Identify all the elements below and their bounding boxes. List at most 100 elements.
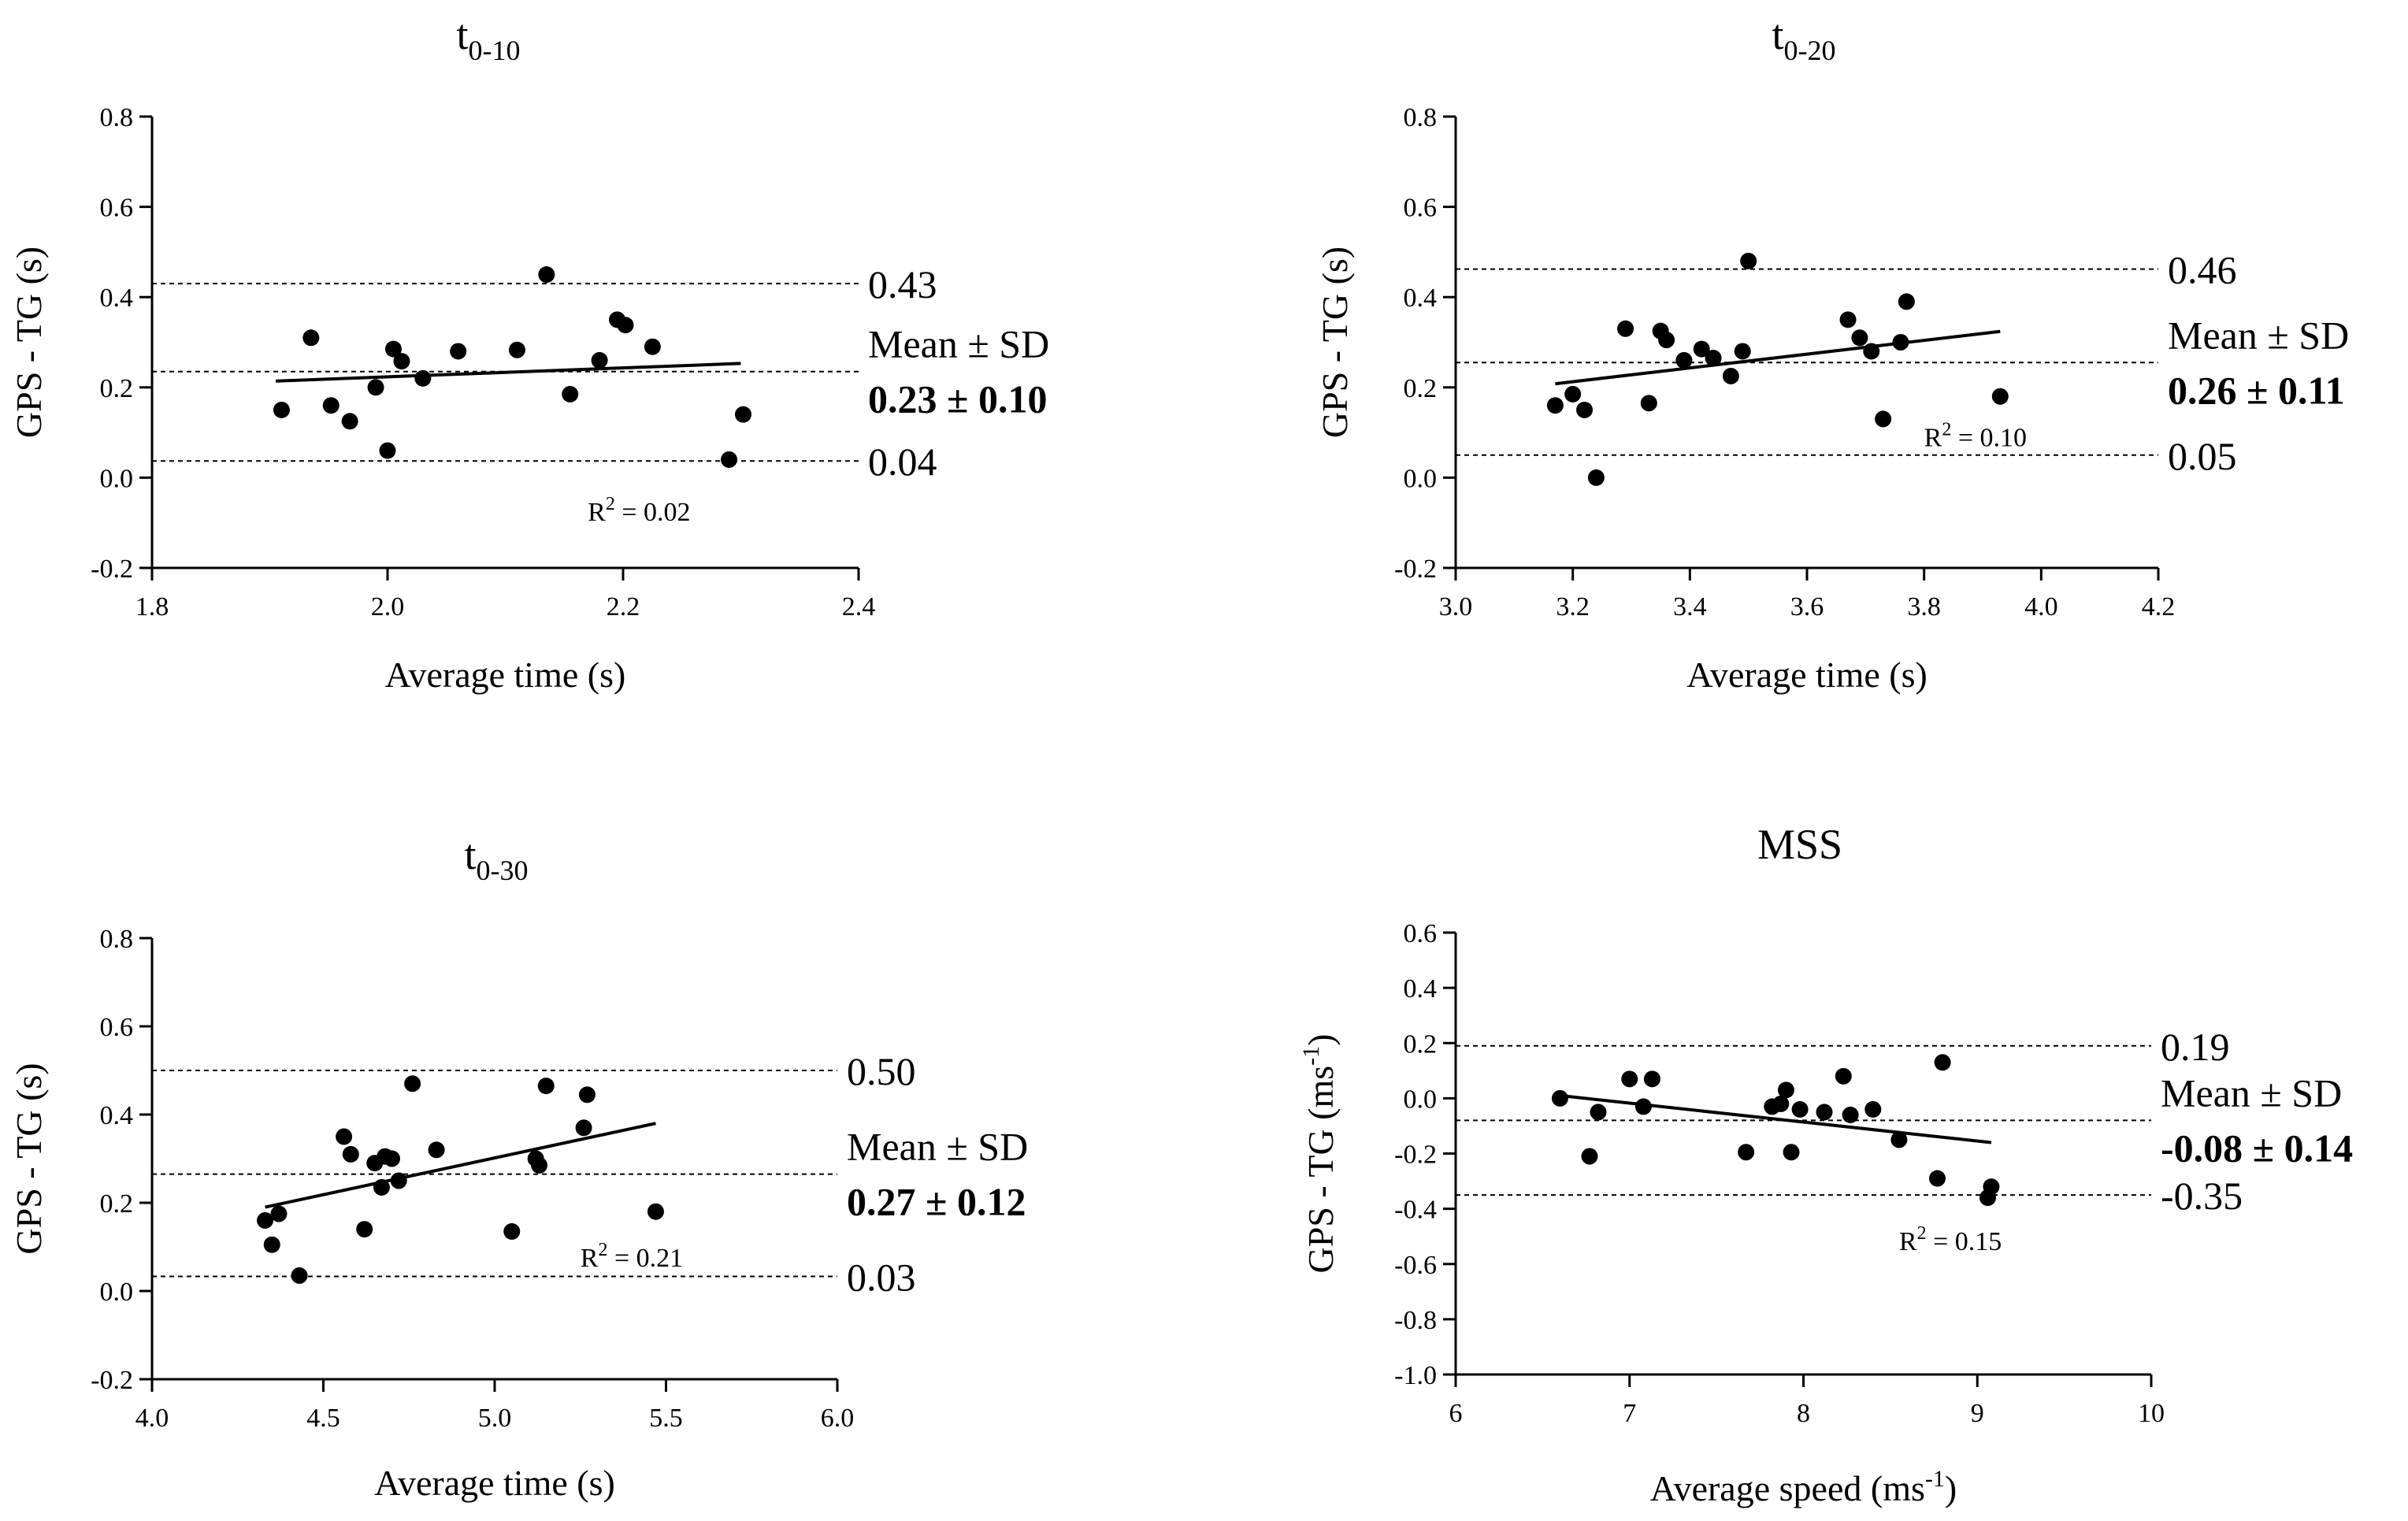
y-tick-label: -0.4 bbox=[1394, 1196, 1437, 1225]
lower-loa-label: 0.05 bbox=[2168, 434, 2237, 478]
y-tick-label: 0.4 bbox=[1404, 974, 1438, 1003]
data-point bbox=[384, 1150, 400, 1167]
x-tick-label: 3.4 bbox=[1673, 592, 1707, 621]
lower-loa-label: 0.04 bbox=[868, 440, 937, 484]
data-point bbox=[373, 1178, 390, 1196]
y-tick-label: 0.4 bbox=[100, 1101, 134, 1130]
x-tick-label: 2.4 bbox=[842, 592, 876, 621]
upper-loa-label: 0.46 bbox=[2168, 248, 2237, 292]
data-point bbox=[322, 397, 339, 414]
data-point bbox=[531, 1156, 548, 1174]
regression-line bbox=[1555, 329, 2001, 386]
x-tick-label: 6.0 bbox=[821, 1404, 855, 1433]
data-point bbox=[1587, 469, 1605, 486]
data-point bbox=[1621, 1070, 1638, 1088]
data-point bbox=[1783, 1144, 1800, 1161]
data-point bbox=[575, 1119, 592, 1137]
data-point bbox=[1740, 252, 1757, 269]
data-point bbox=[1693, 340, 1710, 358]
mean-sd-label: Mean ± SD bbox=[847, 1125, 1028, 1169]
data-point bbox=[291, 1267, 308, 1284]
chart-title: t0-10 bbox=[456, 11, 520, 66]
data-point bbox=[1991, 388, 2009, 405]
x-axis-label: Average time (s) bbox=[1686, 655, 1928, 695]
data-point bbox=[1658, 332, 1675, 349]
data-point bbox=[1898, 293, 1915, 310]
x-tick-label: 3.6 bbox=[1790, 592, 1824, 621]
data-point bbox=[257, 1211, 274, 1229]
y-tick-label: -0.8 bbox=[1394, 1306, 1437, 1335]
upper-loa-label: 0.19 bbox=[2161, 1025, 2230, 1069]
data-point bbox=[342, 1145, 359, 1163]
data-point bbox=[1816, 1104, 1833, 1121]
y-axis-label: GPS - TG (s) bbox=[9, 1063, 49, 1254]
data-point bbox=[562, 385, 579, 403]
y-tick-label: 0.0 bbox=[1404, 464, 1438, 493]
y-tick-label: 0.6 bbox=[1404, 919, 1438, 948]
x-tick-label: 9 bbox=[1971, 1399, 1984, 1428]
y-axis-label: GPS - TG (ms-1) bbox=[1298, 1033, 1341, 1273]
x-tick-label: 4.2 bbox=[2142, 592, 2176, 621]
r-squared-label: R2 = 0.02 bbox=[588, 494, 690, 527]
r-squared-label: R2 = 0.21 bbox=[581, 1240, 683, 1273]
data-point bbox=[1576, 401, 1594, 418]
mean-sd-label: Mean ± SD bbox=[2161, 1070, 2342, 1115]
y-tick-label: -0.6 bbox=[1394, 1251, 1437, 1280]
data-point bbox=[1617, 320, 1634, 337]
data-point bbox=[1590, 1104, 1607, 1121]
data-point bbox=[1892, 334, 1909, 351]
data-point bbox=[1705, 350, 1722, 367]
regression-line bbox=[275, 362, 741, 383]
x-tick-label: 5.0 bbox=[478, 1404, 512, 1433]
y-tick-label: -0.2 bbox=[1394, 555, 1437, 584]
data-point bbox=[1791, 1100, 1809, 1118]
data-point bbox=[379, 442, 396, 459]
x-tick-label: 7 bbox=[1623, 1399, 1636, 1428]
y-tick-label: 0.0 bbox=[100, 1278, 134, 1307]
data-point bbox=[1551, 1089, 1568, 1107]
x-tick-label: 6 bbox=[1449, 1399, 1463, 1428]
data-point bbox=[1777, 1081, 1794, 1099]
data-point bbox=[644, 338, 661, 355]
y-axis-label: GPS - TG (s) bbox=[1315, 247, 1355, 438]
y-tick-label: 0.6 bbox=[100, 194, 134, 223]
y-tick-label: 0.4 bbox=[1404, 284, 1438, 313]
data-point bbox=[414, 369, 432, 387]
upper-loa-label: 0.50 bbox=[847, 1049, 916, 1093]
mean-sd-value: -0.08 ± 0.14 bbox=[2161, 1126, 2353, 1170]
data-point bbox=[1851, 329, 1868, 347]
data-point bbox=[1863, 343, 1880, 360]
y-tick-label: -0.2 bbox=[91, 555, 133, 584]
y-tick-label: 0.4 bbox=[100, 284, 134, 313]
chart-title: t0-30 bbox=[464, 831, 528, 886]
data-point bbox=[537, 1078, 555, 1095]
data-point bbox=[1564, 385, 1582, 403]
regression-line bbox=[265, 1122, 656, 1209]
data-point bbox=[1835, 1067, 1852, 1085]
data-point bbox=[1772, 1095, 1790, 1112]
panel-t0-20: t0-20 3.0 3.2 3.4 3.6 3.8 4.0 4.2 -0.2 0.0 0.2 0.4 0… bbox=[1315, 11, 2349, 695]
panel-mss: MSS 6 7 8 9 10 -1.0 -0.8 -0.6 -0.4 -0.2 0.0 0.2 0.4 0.… bbox=[1298, 821, 2353, 1508]
data-point bbox=[1864, 1100, 1882, 1118]
regression-line bbox=[1560, 1093, 1992, 1144]
y-tick-label: -0.2 bbox=[91, 1366, 133, 1395]
data-point bbox=[336, 1128, 353, 1145]
data-point bbox=[384, 340, 402, 358]
data-point bbox=[503, 1222, 521, 1240]
data-point bbox=[390, 1172, 407, 1189]
data-point bbox=[270, 1205, 288, 1222]
data-point bbox=[1675, 351, 1693, 369]
y-tick-label: 0.8 bbox=[1404, 103, 1438, 132]
data-point bbox=[1842, 1106, 1859, 1123]
y-tick-label: 0.6 bbox=[1404, 194, 1438, 223]
y-tick-label: 0.8 bbox=[100, 925, 134, 954]
data-point bbox=[1934, 1054, 1951, 1071]
chart-title: t0-20 bbox=[1772, 11, 1835, 66]
x-tick-label: 5.5 bbox=[649, 1404, 683, 1433]
data-point bbox=[1640, 395, 1657, 412]
y-tick-label: 0.2 bbox=[1404, 374, 1438, 403]
x-tick-label: 8 bbox=[1797, 1399, 1810, 1428]
data-point bbox=[734, 406, 751, 423]
lower-loa-label: -0.35 bbox=[2161, 1174, 2243, 1218]
